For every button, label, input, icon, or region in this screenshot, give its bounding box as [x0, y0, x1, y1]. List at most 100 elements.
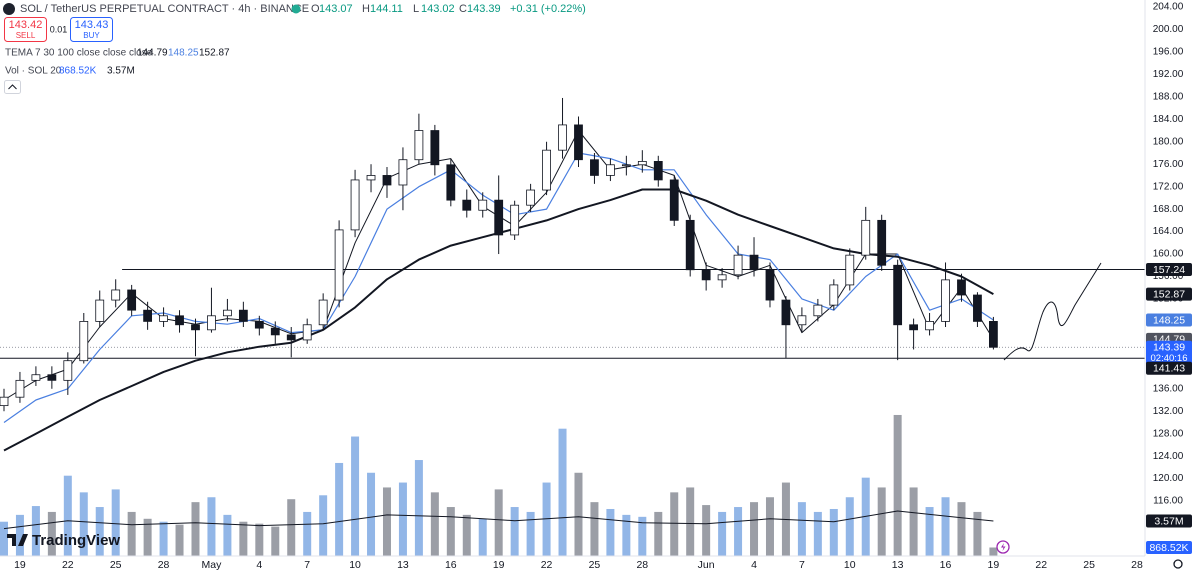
candle-body: [558, 124, 567, 151]
candle-body: [207, 315, 216, 331]
volume-bar: [845, 497, 854, 556]
level-badge-bg: [1146, 361, 1192, 375]
candle-body: [621, 164, 631, 167]
candle-body: [31, 374, 41, 381]
volume-bar: [702, 505, 711, 556]
x-tick-label: 28: [158, 559, 170, 571]
candle-body: [63, 360, 73, 381]
candle-body: [526, 189, 536, 206]
y-tick-label: 168.00: [1153, 204, 1184, 215]
volume-bar: [718, 511, 727, 556]
y-tick-label: 180.00: [1153, 136, 1184, 147]
volume-bar: [462, 514, 471, 556]
ohlc-value: 144.11: [370, 3, 403, 15]
volume-bar: [15, 514, 24, 556]
x-tick-label: 22: [1035, 559, 1047, 571]
candle-body: [590, 159, 599, 176]
y-tick-label: 192.00: [1153, 69, 1184, 80]
watermark-text: TradingView: [32, 532, 120, 549]
volume-bar: [638, 516, 647, 556]
candle-body: [47, 374, 57, 381]
volume-bar: [207, 497, 216, 556]
candle-body: [988, 321, 998, 348]
x-tick-label: Jun: [698, 559, 715, 571]
volume-bar: [526, 511, 535, 556]
volume-badge-bg: [1146, 540, 1192, 554]
tema-legend-value: 148.25: [168, 48, 199, 59]
alert-bolt[interactable]: [1001, 543, 1006, 551]
candle-body: [765, 269, 775, 301]
volume-bar: [303, 511, 312, 556]
candle-body: [254, 321, 264, 329]
candle-body: [749, 254, 759, 271]
y-tick-label: 124.00: [1153, 451, 1184, 462]
volume-ma-legend-value: 3.57M: [107, 66, 135, 77]
volume-bar: [909, 487, 918, 556]
market-status-dot: [291, 4, 301, 14]
x-tick-label: 19: [493, 559, 505, 571]
candle-body: [701, 269, 711, 281]
candle-body: [127, 289, 137, 311]
price-axis: [1145, 0, 1200, 573]
candle-body: [398, 159, 408, 186]
ohlc-letter: L: [413, 3, 419, 15]
volume-ma-badge-bg: [1146, 514, 1192, 528]
current-price-badge-bg: [1146, 340, 1192, 365]
candle-body: [95, 299, 105, 322]
candle-body: [223, 309, 232, 317]
y-tick-label: 132.00: [1153, 406, 1184, 417]
header: SOL / TetherUS PERPETUAL CONTRACT · 4h ·…: [3, 3, 586, 94]
projection-drawing: [1003, 262, 1102, 361]
volume-bar: [351, 436, 360, 556]
volume-ma-badge: 3.57M: [1154, 515, 1183, 527]
volume-bar: [430, 492, 439, 556]
candle-body: [478, 199, 488, 211]
settings-icon[interactable]: [1173, 559, 1183, 569]
tema-legend-values: 144.79 148.25 152.87: [137, 48, 230, 59]
volume-bar: [893, 414, 902, 556]
ohlc-letter: H: [362, 3, 370, 15]
volume-bar: [382, 487, 391, 556]
collapse-button[interactable]: [4, 80, 21, 94]
x-tick-label: 25: [1083, 559, 1095, 571]
volume-bar: [989, 547, 998, 556]
volume-bar: [670, 492, 679, 556]
x-tick-label: 22: [62, 559, 74, 571]
buy-price[interactable]: 143.43: [75, 19, 109, 31]
volume-bar: [973, 511, 982, 556]
sell-label[interactable]: SELL: [16, 31, 36, 40]
sell-button[interactable]: [4, 17, 47, 42]
buy-label[interactable]: BUY: [83, 31, 100, 40]
volume-bar: [398, 482, 407, 556]
candle-body: [111, 289, 121, 301]
volume-bar: [191, 502, 200, 556]
volume-bar: [271, 526, 280, 556]
tema-legend-value: 152.87: [199, 48, 230, 59]
candle-body: [861, 219, 871, 256]
ohlc-legend: O 143.07 H 144.11 L 143.02 C 143.39: [311, 3, 501, 15]
volume-bar: [111, 489, 120, 556]
candle-body: [733, 254, 743, 276]
candle-body: [957, 279, 966, 296]
candle-body: [334, 229, 344, 301]
buy-button[interactable]: [70, 17, 113, 42]
y-tick-label: 160.00: [1153, 249, 1184, 260]
volume-bar: [159, 521, 168, 556]
x-tick-label: 19: [14, 559, 26, 571]
candle-body: [941, 279, 950, 322]
candle-body: [893, 264, 903, 326]
candle-body: [191, 324, 200, 331]
volume-bar: [239, 521, 248, 556]
collapse-icon[interactable]: [8, 84, 17, 90]
sell-price[interactable]: 143.42: [9, 19, 43, 31]
spread: 0.01: [50, 24, 68, 34]
volume-bar: [335, 462, 344, 556]
volume-bar: [31, 506, 40, 556]
volume-legend-label: Vol · SOL 20: [5, 66, 62, 77]
price-change: +0.31 (+0.22%): [510, 3, 586, 15]
symbol-title: SOL / TetherUS PERPETUAL CONTRACT · 4h ·…: [20, 3, 309, 15]
candle-body: [302, 324, 312, 341]
volume-bar: [478, 518, 487, 556]
candle-body: [653, 161, 663, 181]
